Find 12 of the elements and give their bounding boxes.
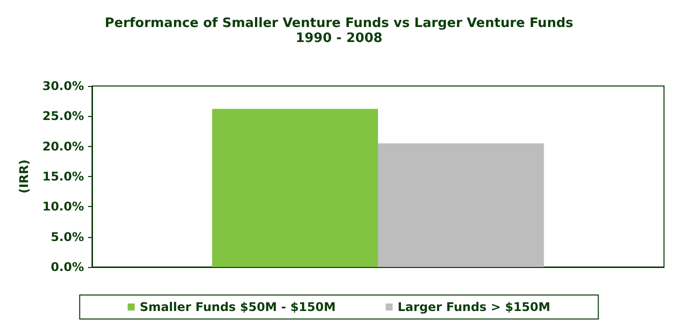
y-tick-label: 25.0% [42,109,84,124]
y-axis-title: (IRR) [17,160,31,194]
chart-title: Performance of Smaller Venture Funds vs Larger Venture Funds [104,16,574,31]
chart-subtitle: 1990 - 2008 [296,31,382,46]
y-tick-label: 20.0% [42,139,84,154]
y-tick-label: 15.0% [42,170,84,184]
y-tick-label: 5.0% [50,230,84,244]
y-tick-label: 30.0% [42,79,84,93]
legend-label: Larger Funds > $150M [398,300,550,314]
legend-label: Smaller Funds $50M - $150M [140,300,336,314]
y-tick-label: 0.0% [50,260,84,274]
y-tick-label: 10.0% [42,200,84,214]
